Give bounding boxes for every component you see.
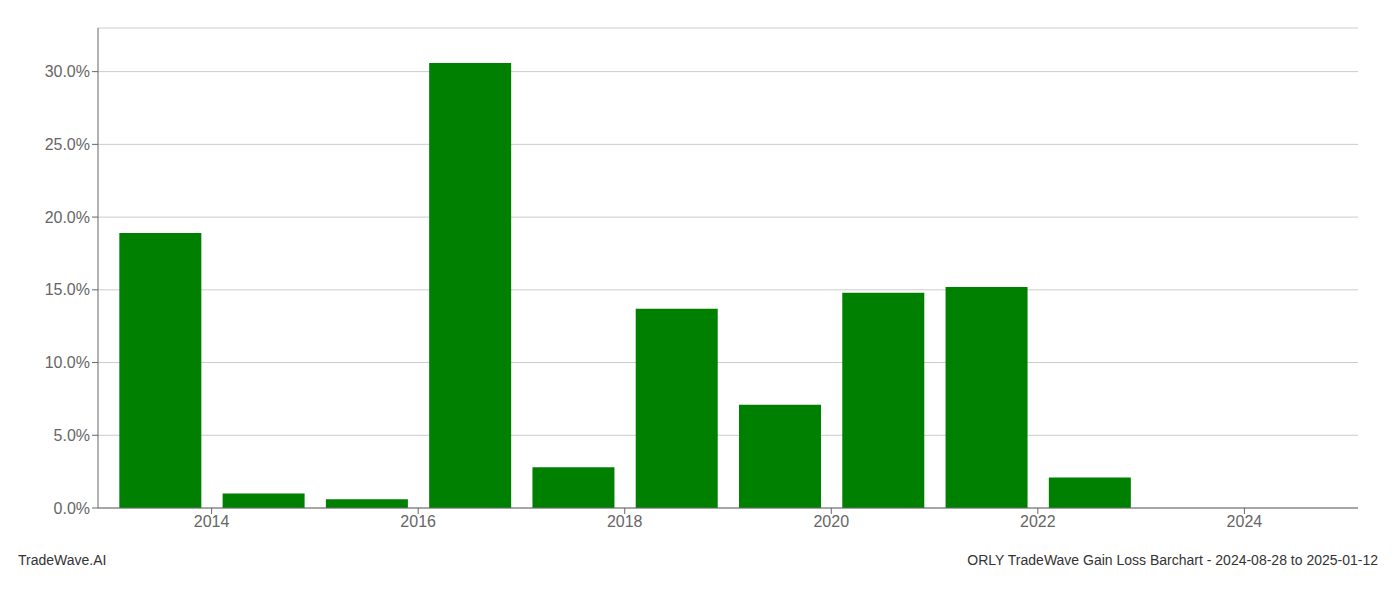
svg-text:20.0%: 20.0%: [45, 209, 90, 226]
svg-text:2016: 2016: [400, 513, 436, 530]
html-text:TradeWave.AI: TradeWave.AI: [18, 552, 107, 568]
svg-text:2020: 2020: [813, 513, 849, 530]
svg-text:15.0%: 15.0%: [45, 281, 90, 298]
svg-text:2014: 2014: [194, 513, 230, 530]
svg-text:2018: 2018: [607, 513, 643, 530]
svg-text:2022: 2022: [1020, 513, 1056, 530]
svg-text:0.0%: 0.0%: [54, 500, 90, 517]
svg-text:2024: 2024: [1227, 513, 1263, 530]
svg-text:30.0%: 30.0%: [45, 63, 90, 80]
html-text:ORLY TradeWave Gain Loss Barch: ORLY TradeWave Gain Loss Barchart - 2024…: [967, 552, 1378, 568]
svg-text:5.0%: 5.0%: [54, 427, 90, 444]
svg-text:10.0%: 10.0%: [45, 354, 90, 371]
svg-text:25.0%: 25.0%: [45, 136, 90, 153]
